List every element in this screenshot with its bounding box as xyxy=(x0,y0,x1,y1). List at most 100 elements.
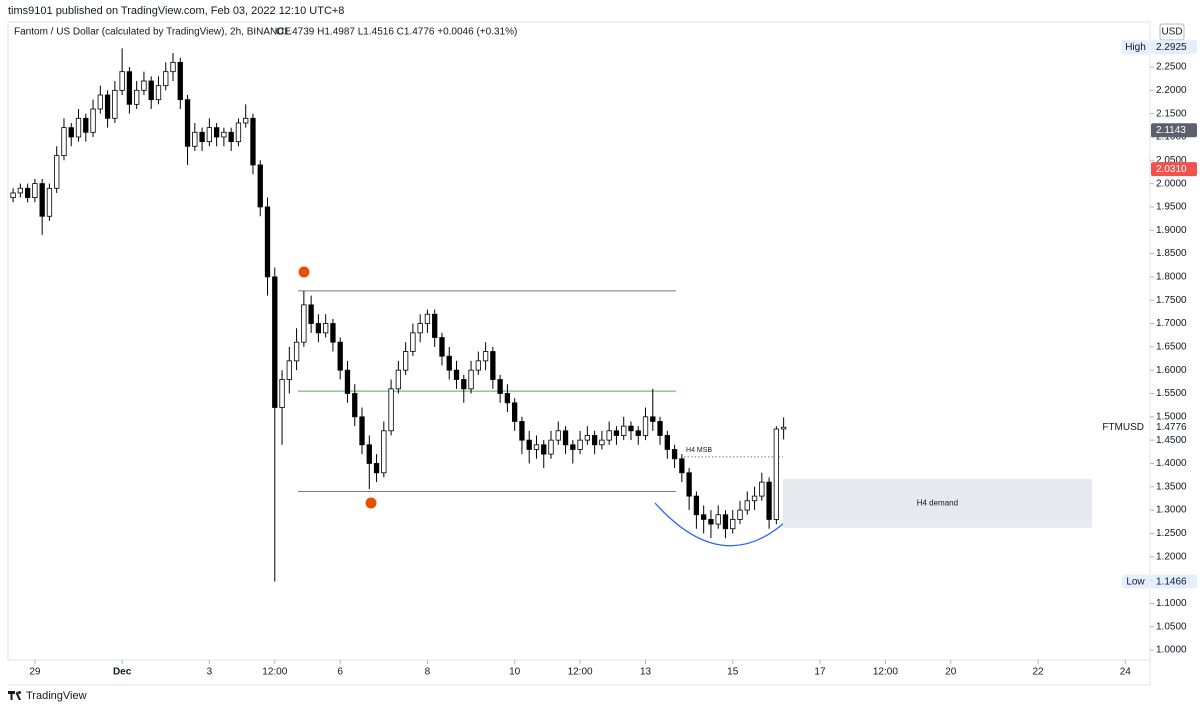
candle-body xyxy=(395,369,402,390)
y-tick-label: 1.0500 xyxy=(1156,621,1187,632)
candle-body xyxy=(599,439,605,446)
y-tick-label: 1.7500 xyxy=(1156,295,1187,306)
publisher: tims9101 published on TradingView.com, F… xyxy=(8,5,344,17)
x-tick-label: 22 xyxy=(1032,667,1044,678)
candle-body xyxy=(68,127,74,138)
candle-body xyxy=(402,351,409,371)
candle-body xyxy=(315,323,322,334)
price-label-box xyxy=(1151,123,1197,138)
price-label: 1.1466 xyxy=(1156,576,1187,587)
candle-body xyxy=(664,435,670,450)
candle-body xyxy=(352,393,358,418)
y-tick-label: 1.6000 xyxy=(1156,365,1187,376)
candle-body xyxy=(228,131,234,143)
y-tick-label: 1.3000 xyxy=(1156,505,1187,516)
candle-body xyxy=(97,94,103,110)
chart-title: Fantom / US Dollar (calculated by Tradin… xyxy=(14,27,291,38)
candle-body xyxy=(628,425,634,432)
candles xyxy=(10,48,787,582)
currency: USD xyxy=(1161,27,1182,38)
candle-body xyxy=(584,435,591,441)
candle-body xyxy=(606,430,612,441)
candle-body xyxy=(75,117,82,138)
x-tick-label: 13 xyxy=(640,667,652,678)
candle-body xyxy=(468,369,474,390)
candle-body xyxy=(773,428,780,520)
candle-body xyxy=(461,379,467,390)
candle-body xyxy=(330,323,336,343)
candle-body xyxy=(24,187,31,199)
candle-body xyxy=(119,71,125,91)
candle-body xyxy=(177,61,183,101)
candle-body xyxy=(10,192,16,199)
y-tick-label: 1.7000 xyxy=(1156,318,1187,329)
level-label: H4 MSB xyxy=(686,447,712,454)
y-tick-label: 1.2000 xyxy=(1156,551,1187,562)
candle-body xyxy=(381,430,387,474)
y-tick-label: 1.3500 xyxy=(1156,481,1187,492)
candle-body xyxy=(213,127,220,138)
candle-body xyxy=(250,117,256,166)
candle-body xyxy=(526,439,532,450)
candle-body xyxy=(388,388,394,432)
candle-body xyxy=(148,80,154,101)
candle-body xyxy=(635,430,641,436)
candle-body xyxy=(482,351,489,362)
y-tick-label: 1.1000 xyxy=(1156,598,1187,609)
symbol-name: FTMUSD xyxy=(1102,422,1144,433)
brand: TradingView xyxy=(26,690,87,702)
x-tick-label: 12:00 xyxy=(568,667,593,678)
candle-body xyxy=(519,421,525,441)
candle-body xyxy=(257,164,263,208)
candle-body xyxy=(555,430,561,441)
candle-body xyxy=(39,183,45,217)
candle-body xyxy=(570,444,576,450)
y-tick-label: 2.0000 xyxy=(1156,178,1187,189)
x-tick-label: 17 xyxy=(814,667,826,678)
candle-body xyxy=(279,379,285,408)
candle-body xyxy=(170,61,176,73)
candle-body xyxy=(308,304,314,324)
price-name: Low xyxy=(1126,576,1145,587)
candle-body xyxy=(693,495,700,516)
x-tick-label: Dec xyxy=(113,667,132,678)
price-label-box xyxy=(1151,40,1197,55)
candle-body xyxy=(504,393,511,404)
x-tick-label: 10 xyxy=(509,667,521,678)
candle-body xyxy=(221,131,227,138)
candle-body xyxy=(722,514,729,530)
x-tick-label: 6 xyxy=(337,667,343,678)
x-tick-label: 12:00 xyxy=(873,667,898,678)
ohlc-legend: O1.4739 H1.4987 L1.4516 C1.4776 +0.0046 … xyxy=(276,27,517,38)
candle-body xyxy=(744,500,750,511)
candle-body xyxy=(104,94,111,119)
logo xyxy=(8,691,21,700)
candle-body xyxy=(650,416,656,422)
candle-body xyxy=(751,495,758,502)
candle-body xyxy=(766,481,772,520)
candle-body xyxy=(155,85,162,101)
swing-marker xyxy=(365,497,377,509)
y-tick-label: 1.0000 xyxy=(1156,645,1187,656)
candle-body xyxy=(373,463,380,474)
candle-body xyxy=(344,369,351,394)
candle-body xyxy=(657,421,663,436)
candle-body xyxy=(439,337,445,357)
candle-body xyxy=(54,155,60,189)
x-tick-label: 15 xyxy=(727,667,739,678)
currency-box[interactable] xyxy=(1159,23,1185,41)
y-tick-label: 1.6500 xyxy=(1156,341,1187,352)
candle-body xyxy=(293,341,300,362)
y-tick-label: 2.1500 xyxy=(1156,108,1187,119)
price-name-box xyxy=(1122,574,1149,589)
candle-body xyxy=(90,108,96,133)
candle-body xyxy=(591,435,598,446)
candle-body xyxy=(83,117,89,133)
candle-body xyxy=(679,458,685,474)
candle-body xyxy=(410,332,416,352)
zone-label: H4 demand xyxy=(917,498,958,507)
y-tick-label: 1.5500 xyxy=(1156,388,1187,399)
candle-body xyxy=(46,187,53,217)
candle-body xyxy=(432,313,438,338)
